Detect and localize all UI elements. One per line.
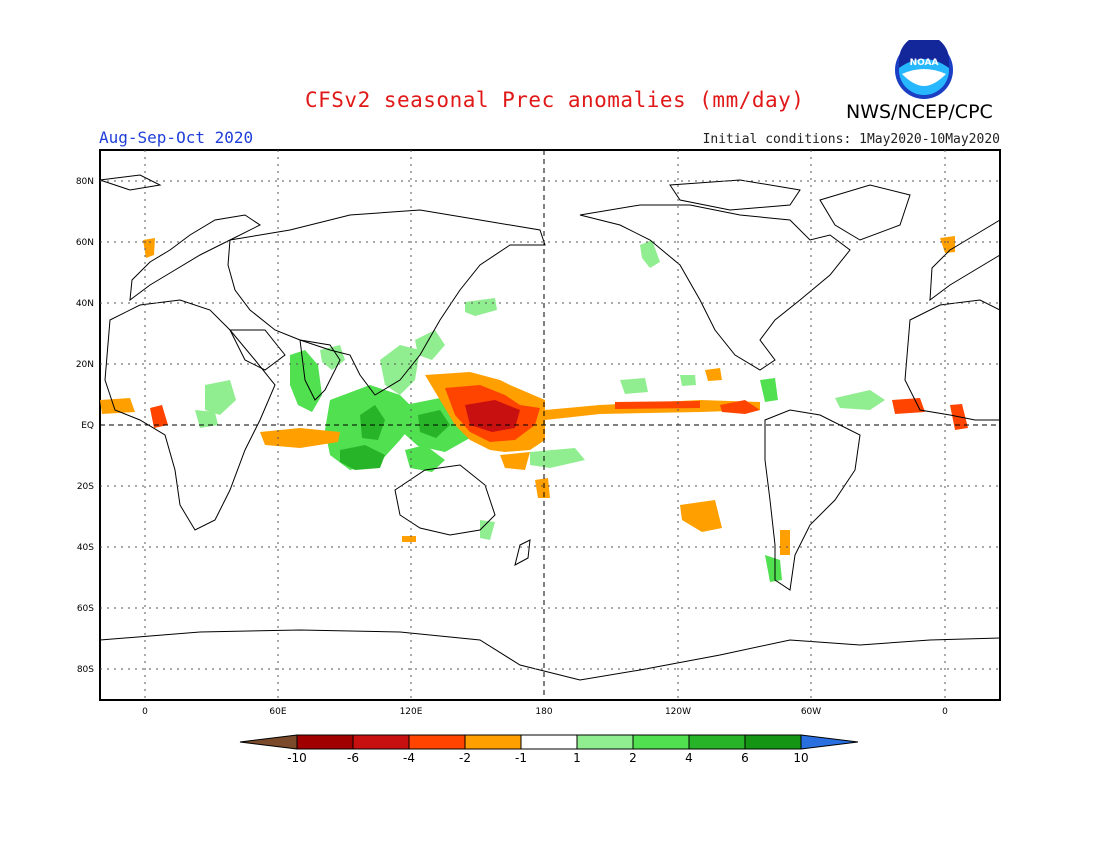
colorbar-label: -1 — [515, 751, 527, 765]
season-label: Aug-Sep-Oct 2020 — [99, 128, 254, 147]
lat-label: 60S — [77, 604, 94, 614]
colorbar-label: 1 — [573, 751, 581, 765]
lon-label: 0 — [942, 707, 948, 717]
lat-label: 60N — [76, 238, 94, 248]
colorbar-segment — [353, 735, 409, 749]
colorbar-segment — [577, 735, 633, 749]
colorbar-segment — [633, 735, 689, 749]
colorbar: -10 -6 -4 -2 -1 1 2 4 6 10 — [239, 734, 859, 765]
coastlines — [99, 174, 1001, 681]
colorbar-low-arrow — [240, 735, 297, 749]
svg-text:NOAA: NOAA — [910, 58, 939, 68]
anomaly-fields — [100, 236, 968, 582]
lon-label: 0 — [142, 707, 148, 717]
colorbar-label: 2 — [629, 751, 637, 765]
colorbar-segment — [409, 735, 465, 749]
lon-label: 60E — [269, 707, 286, 717]
agency-label: NWS/NCEP/CPC — [846, 101, 993, 123]
colorbar-segment — [521, 735, 577, 749]
lon-label: 180 — [535, 707, 552, 717]
colorbar-segment — [465, 735, 521, 749]
initial-conditions-label: Initial conditions: 1May2020-10May2020 — [702, 132, 1000, 147]
colorbar-label: 4 — [685, 751, 693, 765]
lat-label: 40S — [77, 543, 94, 553]
lon-label: 120W — [665, 707, 691, 717]
lat-label: 20S — [77, 482, 94, 492]
noaa-logo-icon: NOAA — [895, 40, 953, 99]
colorbar-label: -4 — [403, 751, 415, 765]
map-title: CFSv2 seasonal Prec anomalies (mm/day) — [305, 88, 805, 112]
colorbar-label: 6 — [741, 751, 749, 765]
longitude-labels: 0 60E 120E 180 120W 60W 0 — [142, 707, 948, 717]
colorbar-label: -10 — [287, 751, 307, 765]
colorbar-segment — [745, 735, 801, 749]
lat-label: 80S — [77, 665, 94, 675]
latitude-labels: 80N 60N 40N 20N EQ 20S 40S 60S 80S — [76, 177, 94, 675]
colorbar-segment — [297, 735, 353, 749]
colorbar-label: -6 — [347, 751, 359, 765]
lon-label: 120E — [400, 707, 423, 717]
colorbar-label: 10 — [793, 751, 808, 765]
lat-label: 80N — [76, 177, 94, 187]
lat-label: 40N — [76, 299, 94, 309]
lat-label: 20N — [76, 360, 94, 370]
lat-label: EQ — [81, 421, 94, 431]
colorbar-high-arrow — [801, 735, 858, 749]
lon-label: 60W — [801, 707, 821, 717]
wet-anomaly-regions — [195, 240, 885, 582]
dry-anomaly-regions — [100, 236, 968, 555]
colorbar-label: -2 — [459, 751, 471, 765]
colorbar-segment — [689, 735, 745, 749]
